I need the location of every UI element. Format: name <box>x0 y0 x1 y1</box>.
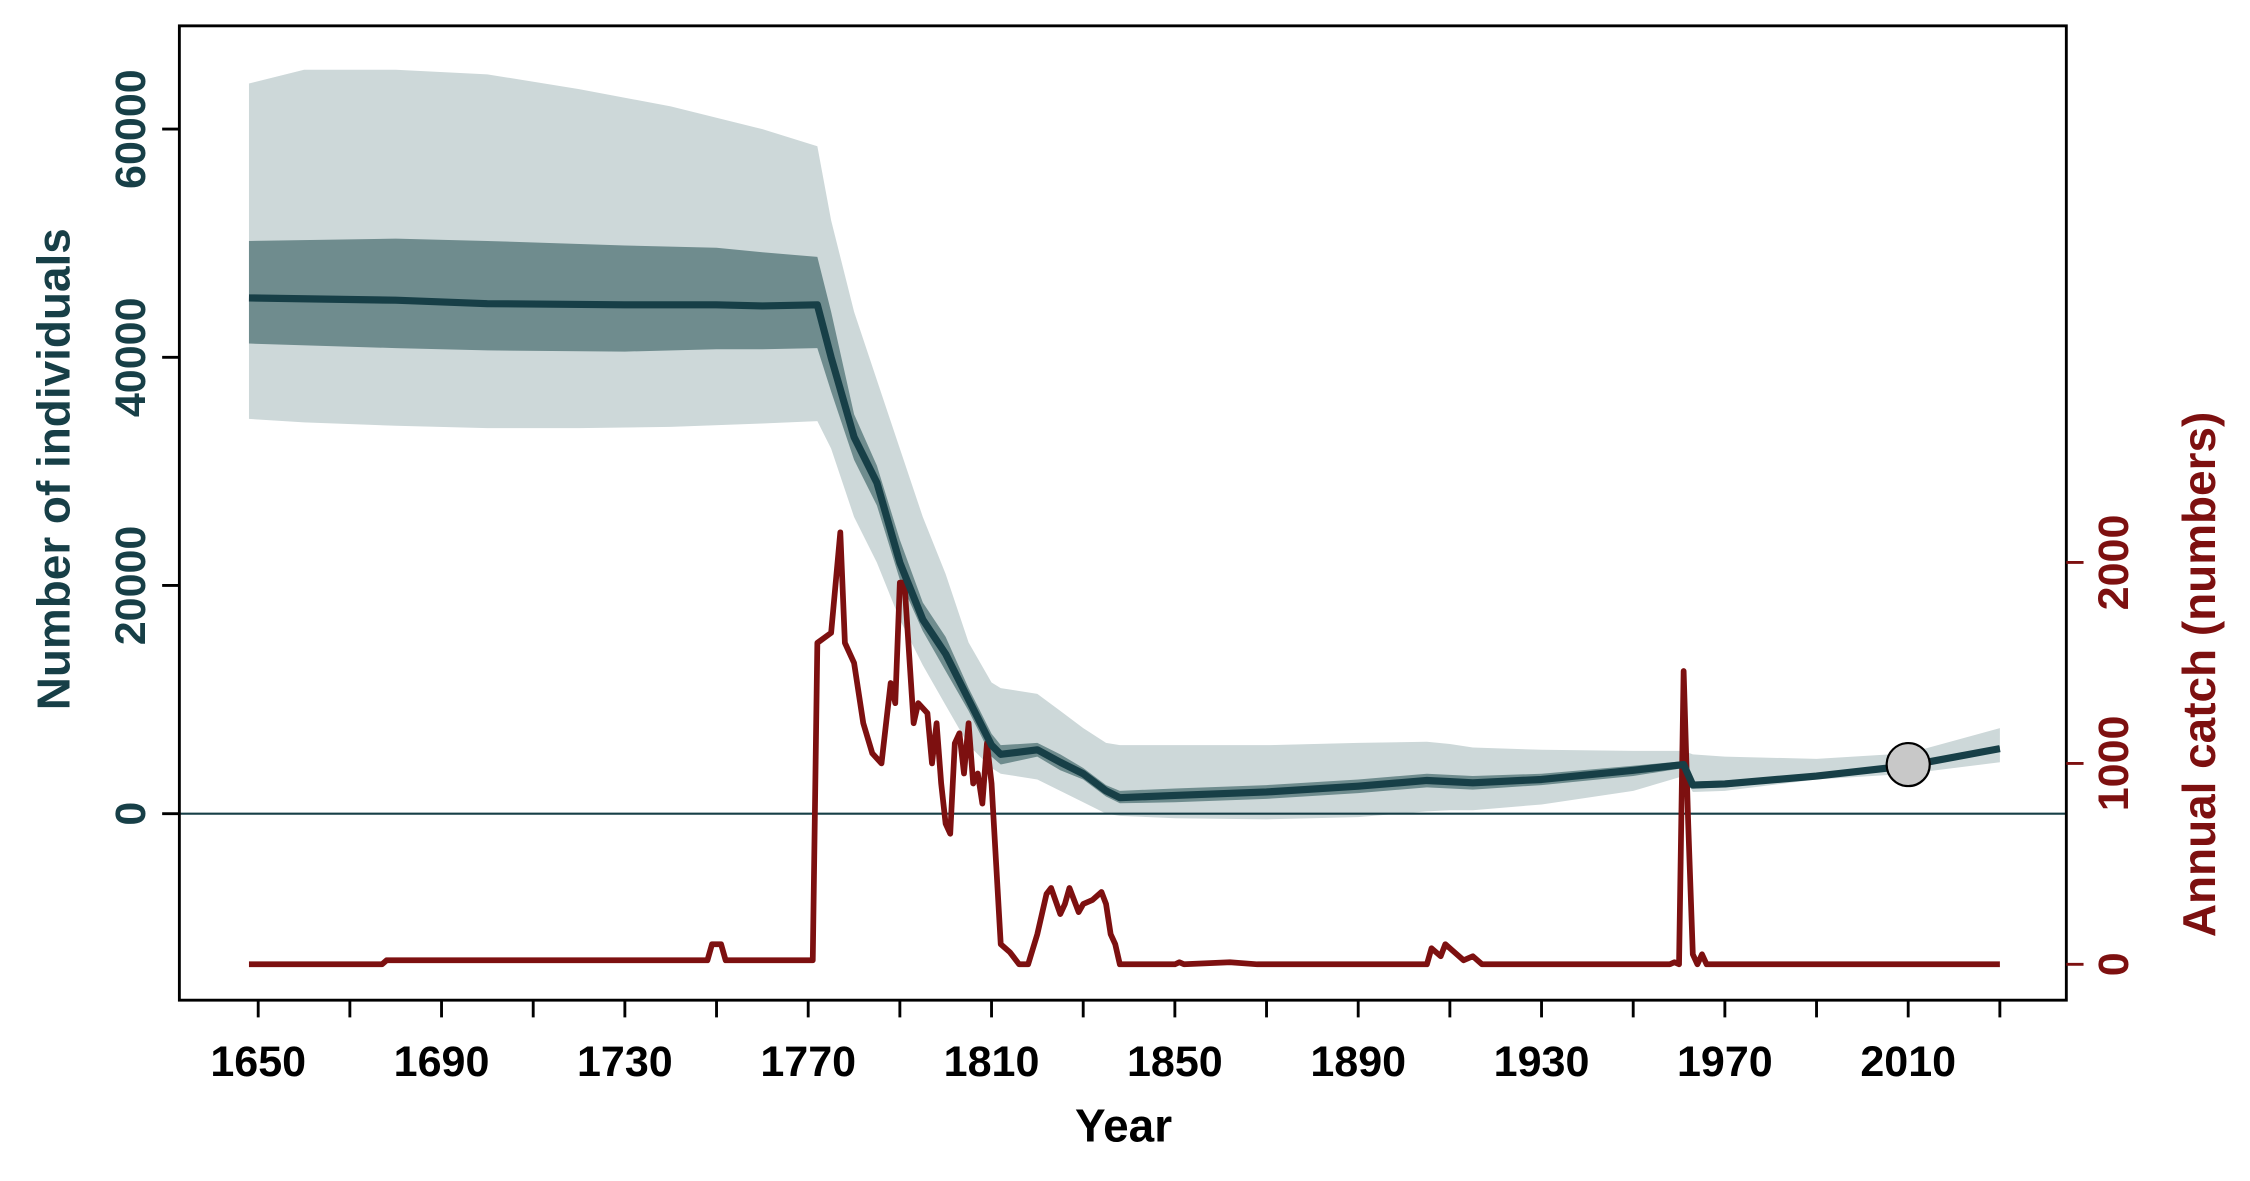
plot-frame <box>177 24 2068 1002</box>
uncertainty-band <box>248 69 2000 820</box>
point-marker <box>1885 741 1931 788</box>
x-tick-label: 1650 <box>210 1038 306 1086</box>
x-tick-label: 1890 <box>1310 1038 1406 1086</box>
y2-tick-label: 1000 <box>2090 716 2138 812</box>
x-tick-label: 1930 <box>1494 1038 1590 1086</box>
y2-tick-label: 0 <box>2090 952 2138 976</box>
x-tick-label: 1770 <box>760 1038 856 1086</box>
x-tick-label: 1810 <box>944 1038 1040 1086</box>
y2-axis-title: Annual catch (numbers) <box>2173 412 2225 937</box>
y2-tick-label: 2000 <box>2090 515 2138 611</box>
y-tick-label: 20000 <box>107 526 155 646</box>
line <box>248 529 2000 968</box>
uncertainty-band <box>248 238 2000 804</box>
x-tick-label: 1690 <box>394 1038 490 1086</box>
y-tick-label: 40000 <box>107 297 155 417</box>
x-tick-label: 1970 <box>1677 1038 1773 1086</box>
line <box>248 294 2001 802</box>
x-tick-label: 1730 <box>577 1038 673 1086</box>
y-axis-title: Number of individuals <box>28 228 80 710</box>
x-axis-title: Year <box>1075 1099 1172 1151</box>
x-tick-label: 2010 <box>1860 1038 1956 1086</box>
x-tick-label: 1850 <box>1127 1038 1223 1086</box>
y-tick-label: 60000 <box>107 69 155 189</box>
y-tick-label: 0 <box>107 802 155 826</box>
